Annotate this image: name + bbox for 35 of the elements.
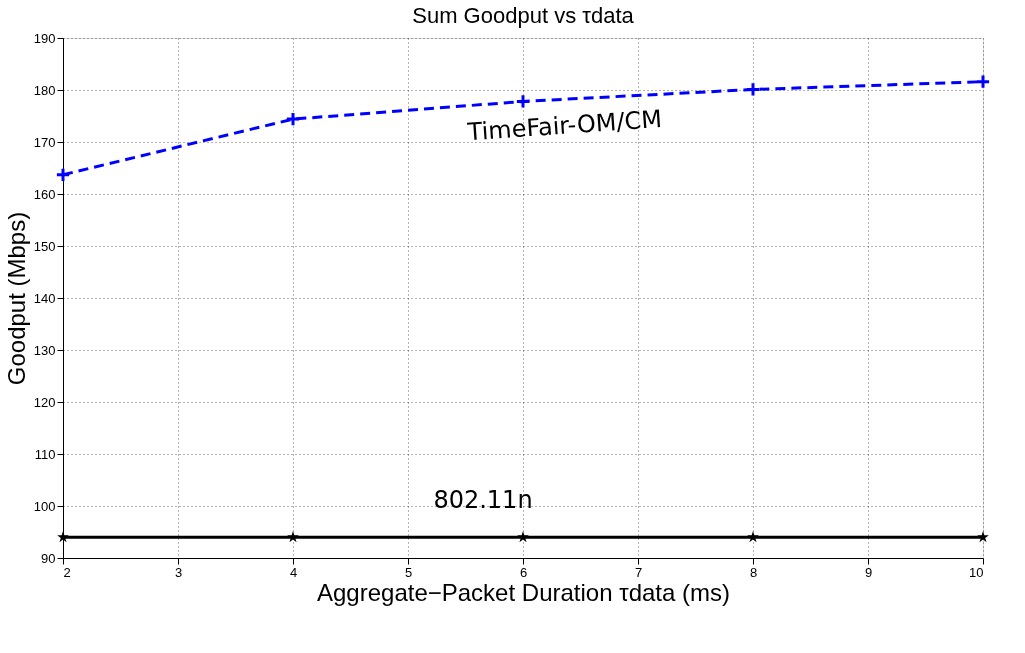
point	[745, 81, 761, 98]
y-tick-label: 150	[33, 238, 56, 254]
point	[57, 531, 69, 543]
x-tick-label: 3	[174, 564, 183, 580]
x-tick-label: 8	[749, 564, 758, 580]
point	[55, 167, 71, 183]
y-tick-label: 180	[33, 82, 56, 98]
y-tick-label: 140	[33, 290, 56, 306]
point	[287, 531, 299, 543]
x-axis-title: Aggregate−Packet Duration τdata (ms)	[316, 578, 731, 606]
chart-title: Sum Goodput vs τdata	[412, 3, 635, 28]
point	[977, 531, 989, 543]
series-label: 802.11n	[433, 486, 533, 515]
y-tick-label: 90	[41, 550, 56, 566]
y-axis-title: Goodput (Mbps)	[2, 211, 30, 386]
y-tick-label: 170	[33, 134, 56, 150]
x-tick-label: 10	[969, 564, 984, 580]
x-tick-label: 2	[63, 564, 71, 580]
series-label: TimeFair-OM/CM	[465, 104, 663, 147]
y-tick-label: 120	[33, 394, 56, 410]
point	[517, 531, 529, 543]
y-tick-label: 160	[33, 186, 56, 202]
point	[975, 74, 991, 90]
y-tick-label: 190	[33, 30, 56, 46]
y-tick-label: 110	[34, 446, 56, 462]
y-tick-label: 130	[33, 342, 56, 358]
x-tick-label: 6	[519, 564, 528, 580]
x-tick-label: 7	[634, 564, 643, 580]
point	[747, 531, 759, 543]
point	[285, 111, 301, 127]
x-tick-label: 5	[404, 564, 413, 580]
x-tick-label: 4	[289, 564, 298, 580]
y-tick-label: 100	[33, 498, 56, 514]
point	[515, 93, 531, 110]
x-tick-label: 9	[864, 564, 873, 580]
